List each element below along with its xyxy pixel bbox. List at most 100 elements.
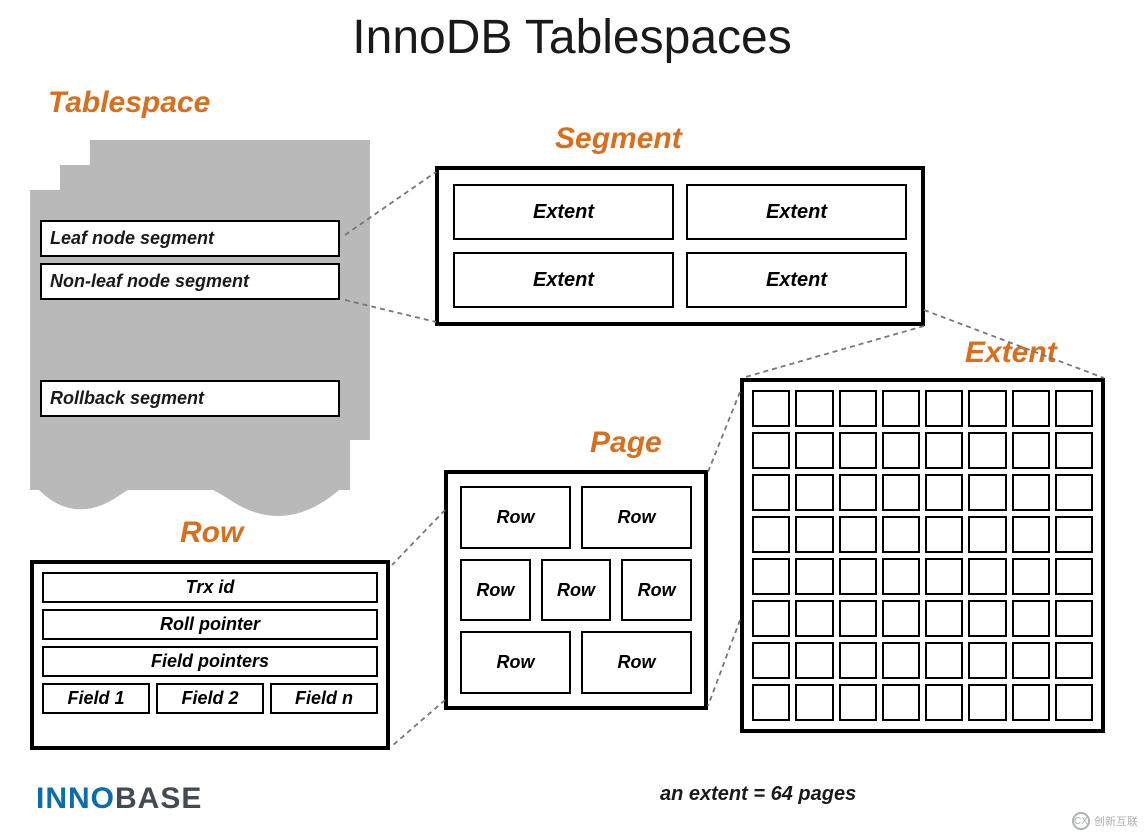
page-row-cell: Row: [460, 559, 531, 622]
logo-part1: INNO: [36, 782, 115, 815]
page-row: RowRowRow: [460, 559, 692, 622]
extent-page-cell: [882, 516, 920, 553]
extent-page-cell: [795, 684, 833, 721]
extent-page-cell: [752, 390, 790, 427]
extent-page-cell: [795, 600, 833, 637]
extent-page-cell: [752, 600, 790, 637]
segment-extent-cell: Extent: [453, 184, 674, 240]
extent-page-cell: [1012, 684, 1050, 721]
label-segment: Segment: [555, 122, 682, 156]
torn-edge: [30, 470, 350, 530]
rollback-segment-box: Rollback segment: [40, 380, 340, 417]
extent-page-cell: [795, 642, 833, 679]
row-rollpointer: Roll pointer: [42, 609, 378, 640]
extent-page-cell: [1055, 390, 1093, 427]
extent-footnote: an extent = 64 pages: [660, 783, 856, 806]
extent-page-cell: [968, 558, 1006, 595]
page-row-cell: Row: [460, 486, 571, 549]
watermark-icon: CX: [1072, 812, 1090, 830]
extent-page-cell: [925, 390, 963, 427]
extent-page-cell: [882, 558, 920, 595]
extent-page-cell: [968, 432, 1006, 469]
segment-extent-cell: Extent: [453, 252, 674, 308]
page-row-cell: Row: [581, 486, 692, 549]
extent-page-cell: [752, 642, 790, 679]
extent-page-cell: [1055, 474, 1093, 511]
extent-page-cell: [839, 600, 877, 637]
segment-box: Extent Extent Extent Extent: [435, 166, 925, 326]
watermark: CX 创新互联: [1072, 812, 1138, 830]
extent-page-cell: [795, 474, 833, 511]
extent-page-cell: [839, 390, 877, 427]
extent-page-cell: [1012, 474, 1050, 511]
leaf-segment-box: Leaf node segment: [40, 220, 340, 257]
logo-part2: BASE: [115, 782, 202, 815]
extent-page-cell: [925, 558, 963, 595]
row-field-2: Field 2: [156, 683, 264, 714]
page-row-cell: Row: [581, 631, 692, 694]
extent-page-cell: [752, 516, 790, 553]
row-box: Trx id Roll pointer Field pointers Field…: [30, 560, 390, 750]
page-row-cell: Row: [460, 631, 571, 694]
extent-page-cell: [1055, 432, 1093, 469]
innobase-logo: INNOBASE: [36, 782, 202, 816]
extent-page-cell: [1012, 390, 1050, 427]
extent-page-cell: [839, 558, 877, 595]
extent-page-cell: [925, 684, 963, 721]
extent-page-cell: [1055, 600, 1093, 637]
page-row-cell: Row: [621, 559, 692, 622]
extent-page-cell: [839, 432, 877, 469]
extent-page-cell: [752, 558, 790, 595]
extent-page-cell: [882, 390, 920, 427]
extent-box: [740, 378, 1105, 733]
segment-extent-cell: Extent: [686, 184, 907, 240]
extent-page-cell: [839, 684, 877, 721]
extent-page-cell: [925, 516, 963, 553]
page-title: InnoDB Tablespaces: [0, 10, 1144, 65]
row-field-1: Field 1: [42, 683, 150, 714]
extent-page-cell: [839, 516, 877, 553]
segment-extent-cell: Extent: [686, 252, 907, 308]
label-tablespace: Tablespace: [48, 86, 210, 120]
extent-page-cell: [882, 684, 920, 721]
extent-page-cell: [968, 474, 1006, 511]
extent-page-cell: [752, 432, 790, 469]
extent-page-cell: [925, 642, 963, 679]
tablespace-panel-front: Leaf node segment Non-leaf node segment …: [30, 190, 350, 490]
extent-page-cell: [795, 516, 833, 553]
extent-page-cell: [882, 474, 920, 511]
extent-page-cell: [925, 432, 963, 469]
extent-page-cell: [1012, 516, 1050, 553]
extent-page-cell: [968, 390, 1006, 427]
page-row-cell: Row: [541, 559, 612, 622]
label-extent: Extent: [965, 336, 1057, 370]
extent-page-cell: [882, 432, 920, 469]
row-field-n: Field n: [270, 683, 378, 714]
extent-page-cell: [1012, 642, 1050, 679]
extent-page-cell: [968, 642, 1006, 679]
extent-page-cell: [752, 474, 790, 511]
page-row: RowRow: [460, 486, 692, 549]
extent-page-cell: [968, 684, 1006, 721]
extent-page-cell: [839, 642, 877, 679]
nonleaf-segment-box: Non-leaf node segment: [40, 263, 340, 300]
extent-page-cell: [1055, 642, 1093, 679]
row-fieldpointers: Field pointers: [42, 646, 378, 677]
extent-page-cell: [1012, 558, 1050, 595]
watermark-text: 创新互联: [1094, 813, 1138, 829]
extent-page-cell: [795, 558, 833, 595]
extent-page-cell: [1012, 600, 1050, 637]
extent-page-cell: [882, 642, 920, 679]
extent-page-cell: [795, 390, 833, 427]
extent-page-cell: [968, 516, 1006, 553]
extent-page-cell: [752, 684, 790, 721]
extent-page-cell: [968, 600, 1006, 637]
tablespace-stack: Leaf node segment Non-leaf node segment …: [30, 140, 350, 500]
extent-page-cell: [839, 474, 877, 511]
extent-page-cell: [1055, 558, 1093, 595]
extent-page-cell: [1012, 432, 1050, 469]
extent-page-cell: [882, 600, 920, 637]
label-page: Page: [590, 426, 662, 460]
page-box: RowRowRowRowRowRowRow: [444, 470, 708, 710]
row-trxid: Trx id: [42, 572, 378, 603]
